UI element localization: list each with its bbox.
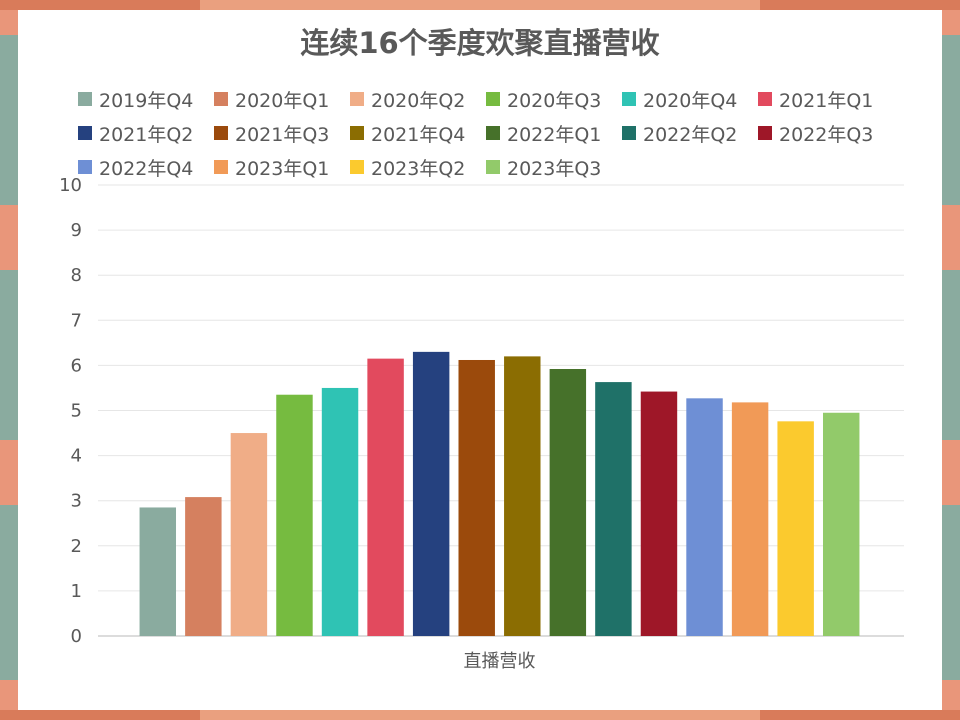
legend-row: 2021年Q2 2021年Q3 2021年Q4 2022年Q1 2022年Q2 2022年… (78, 116, 918, 150)
legend-item: 2020年Q4 (622, 86, 744, 113)
legend-label: 2023年Q3 (507, 157, 602, 180)
legend-label: 2020年Q3 (507, 89, 602, 112)
y-tick-label: 8 (71, 265, 82, 286)
legend-swatch (758, 92, 772, 106)
legend-item: 2020年Q1 (214, 86, 336, 113)
legend-swatch (214, 126, 228, 140)
bar-chart-plot: 0 1 2 3 4 5 6 7 8 9 10 直播营收 (59, 175, 904, 672)
legend-label: 2022年Q3 (779, 123, 874, 146)
legend-label: 2020年Q1 (235, 89, 330, 112)
legend-item: 2023年Q1 (214, 154, 336, 181)
chart-legend: 2019年Q4 2020年Q1 2020年Q2 2020年Q3 2020年Q4 2021年… (78, 82, 918, 184)
y-tick-label: 6 (71, 355, 82, 376)
legend-label: 2019年Q4 (99, 89, 194, 112)
legend-item: 2023年Q3 (486, 154, 608, 181)
bar-2022年Q1 (549, 369, 587, 636)
legend-item: 2020年Q2 (350, 86, 472, 113)
legend-swatch (622, 126, 636, 140)
chart-title: 连续16个季度欢聚直播营收 (300, 26, 660, 60)
legend-label: 2021年Q3 (235, 123, 330, 146)
y-tick-label: 3 (71, 491, 82, 512)
bar-2020年Q4 (321, 387, 359, 636)
legend-swatch (350, 126, 364, 140)
y-tick-label: 5 (71, 401, 82, 422)
legend-label: 2023年Q2 (371, 157, 466, 180)
bar-2020年Q3 (276, 394, 313, 636)
legend-item: 2021年Q4 (350, 120, 472, 147)
legend-swatch (758, 126, 772, 140)
y-tick-label: 1 (71, 581, 82, 602)
bar-2020年Q2 (230, 433, 268, 636)
bar-2021年Q3 (458, 359, 495, 636)
legend-swatch (622, 92, 636, 106)
legend-item: 2022年Q1 (486, 120, 608, 147)
legend-label: 2021年Q4 (371, 123, 466, 146)
legend-swatch (350, 160, 364, 174)
bar-2022年Q4 (686, 398, 723, 636)
legend-item: 2019年Q4 (78, 86, 200, 113)
legend-swatch (214, 160, 228, 174)
legend-item: 2021年Q1 (758, 86, 880, 113)
legend-swatch (78, 92, 92, 106)
bar-2021年Q1 (367, 358, 404, 636)
legend-label: 2020年Q4 (643, 89, 738, 112)
legend-item: 2022年Q4 (78, 154, 200, 181)
chart-panel: 连续16个季度欢聚直播营收 2019年Q4 2020年Q1 2020年Q2 2020年… (18, 10, 942, 710)
legend-swatch (214, 92, 228, 106)
legend-label: 2022年Q1 (507, 123, 602, 146)
bar-2023年Q2 (777, 421, 814, 636)
legend-swatch (486, 160, 500, 174)
legend-swatch (78, 160, 92, 174)
y-tick-label: 7 (71, 310, 82, 331)
legend-label: 2020年Q2 (371, 89, 466, 112)
y-tick-label: 10 (59, 175, 82, 196)
legend-item: 2021年Q2 (78, 120, 200, 147)
legend-item: 2023年Q2 (350, 154, 472, 181)
legend-item: 2022年Q3 (758, 120, 880, 147)
bar-2020年Q1 (185, 497, 222, 636)
legend-swatch (486, 126, 500, 140)
legend-label: 2022年Q4 (99, 157, 194, 180)
legend-row: 2022年Q4 2023年Q1 2023年Q2 2023年Q3 (78, 150, 918, 184)
legend-row: 2019年Q4 2020年Q1 2020年Q2 2020年Q3 2020年Q4 2021年… (78, 82, 918, 116)
y-tick-label: 9 (71, 220, 82, 241)
legend-item: 2020年Q3 (486, 86, 608, 113)
bar-2022年Q3 (640, 391, 678, 636)
bar-2023年Q3 (822, 412, 860, 636)
legend-swatch (350, 92, 364, 106)
bar-2019年Q4 (139, 507, 177, 636)
x-category-label: 直播营收 (464, 651, 536, 672)
bar-2021年Q4 (504, 356, 541, 636)
legend-label: 2021年Q2 (99, 123, 194, 146)
bar-2023年Q1 (731, 402, 769, 636)
legend-item: 2022年Q2 (622, 120, 744, 147)
legend-label: 2021年Q1 (779, 89, 874, 112)
legend-item: 2021年Q3 (214, 120, 336, 147)
y-tick-label: 4 (71, 446, 82, 467)
y-tick-label: 2 (71, 536, 82, 557)
legend-swatch (486, 92, 500, 106)
y-tick-label: 0 (71, 626, 82, 647)
legend-label: 2022年Q2 (643, 123, 738, 146)
legend-label: 2023年Q1 (235, 157, 330, 180)
legend-swatch (78, 126, 92, 140)
bar-2021年Q2 (412, 351, 450, 636)
bar-2022年Q2 (595, 382, 632, 636)
